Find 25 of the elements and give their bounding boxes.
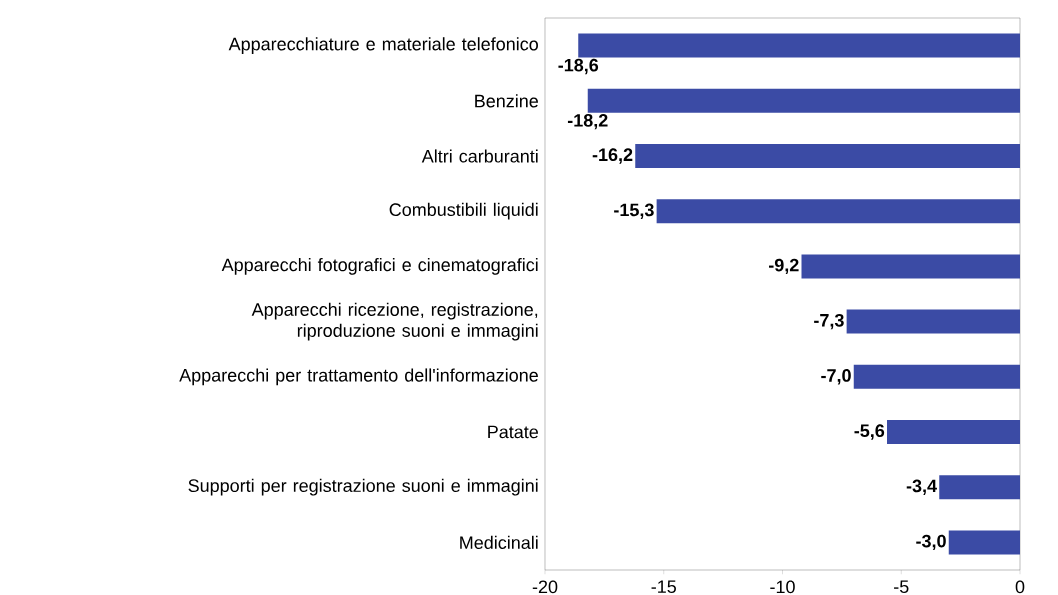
x-tick-label: -15 <box>651 580 676 594</box>
x-tick-label: -5 <box>894 580 909 594</box>
y-tick-label: Combustibili liquidi <box>389 202 538 220</box>
data-label: -15,3 <box>614 203 654 219</box>
y-tick-label: Altri carburanti <box>421 149 538 163</box>
x-tick-label: -20 <box>532 580 558 594</box>
data-label: -3,0 <box>916 534 946 551</box>
y-tick-label: Patate <box>488 425 538 439</box>
y-tick-label: Apparecchi per trattamento dell'informazione <box>179 368 538 386</box>
data-label: -7,3 <box>814 313 844 330</box>
data-label: -5,6 <box>854 424 885 440</box>
data-label: -9,2 <box>768 258 799 275</box>
y-tick-label: Apparecchiature e materiale telefonico <box>228 37 538 54</box>
data-label: -18,6 <box>558 58 599 75</box>
data-label: -3,4 <box>906 479 937 495</box>
y-tick-label: Apparecchi fotografici e cinematografici <box>221 258 538 275</box>
x-tick-label: 0 <box>1015 580 1025 594</box>
data-label: -16,2 <box>592 148 633 164</box>
x-tick-label: -10 <box>770 580 795 594</box>
data-label: -18,2 <box>567 113 608 130</box>
y-tick-label: Medicinali <box>460 535 538 550</box>
y-tick-label: Apparecchi ricezione, registrazione, riproduzione suoni e immagini <box>251 302 538 341</box>
y-tick-label: Supporti per registrazione suoni e immagini <box>188 478 538 496</box>
data-label: -7,0 <box>821 369 851 385</box>
y-tick-label: Benzine <box>475 94 538 108</box>
